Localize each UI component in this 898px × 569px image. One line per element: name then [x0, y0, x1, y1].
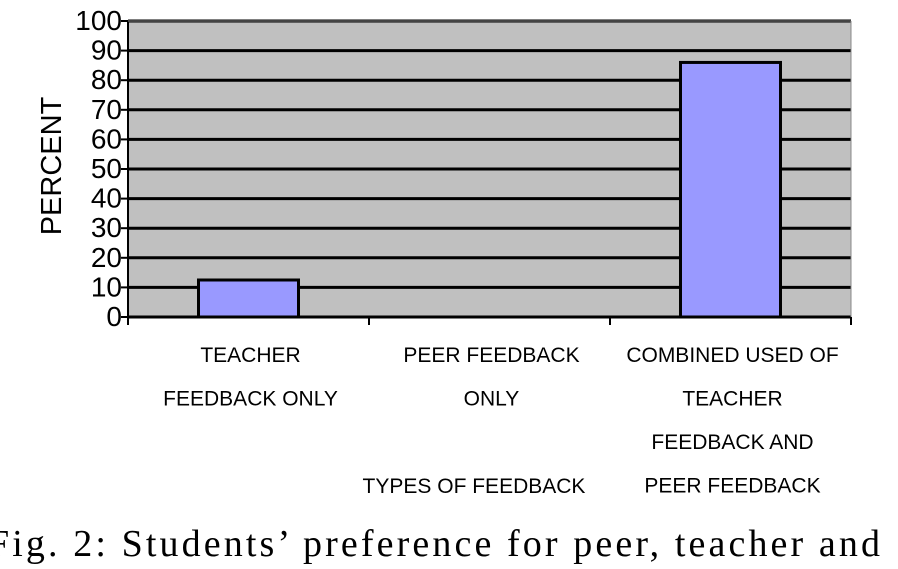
x-tick-label: COMBINED USED OF: [626, 344, 838, 367]
x-tick-label: FEEDBACK ONLY: [163, 388, 338, 411]
bars: [197, 60, 782, 319]
y-axis-label: PERCENT: [36, 96, 68, 235]
bar: [197, 278, 300, 319]
y-tick-label: 60: [91, 123, 122, 154]
y-tick-label: 80: [91, 64, 122, 95]
x-tick-label: TEACHER: [200, 344, 300, 367]
x-tick-label: PEER FEEDBACK: [644, 475, 820, 498]
y-tick-label: 90: [91, 35, 122, 66]
axes: [127, 20, 852, 325]
x-tick-labels: TEACHER FEEDBACK ONLY PEER FEEDBACK ONLY COM…: [163, 344, 839, 498]
y-tick-label: 30: [91, 212, 122, 243]
figure-caption: Fig. 2: Students’ preference for peer, t…: [0, 523, 880, 565]
x-tick-label: TEACHER: [682, 388, 782, 411]
y-tick-label: 0: [106, 301, 122, 332]
y-tick-label: 100: [75, 5, 122, 36]
y-tick-label: 40: [91, 183, 122, 214]
x-tick-label: FEEDBACK AND: [651, 431, 813, 454]
x-tick-label: ONLY: [464, 388, 520, 411]
x-tick-label: PEER FEEDBACK: [403, 344, 579, 367]
y-tick-label: 70: [91, 94, 122, 125]
y-tick-label: 10: [91, 271, 122, 302]
bar: [679, 60, 782, 319]
x-axis-label: TYPES OF FEEDBACK: [363, 475, 586, 498]
y-tick-label: 20: [91, 242, 122, 273]
y-tick-label: 50: [91, 153, 122, 184]
